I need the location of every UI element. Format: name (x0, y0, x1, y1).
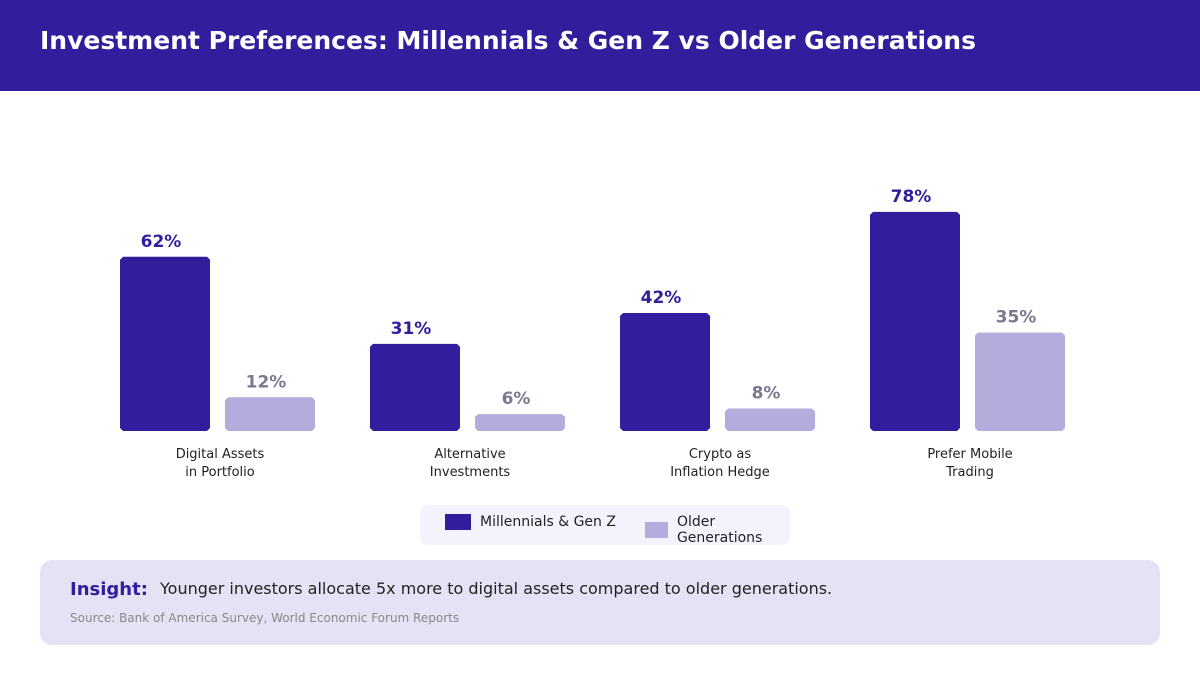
category-label: Alternative (434, 447, 505, 462)
category-label: Crypto as (689, 447, 752, 462)
category-label: Trading (945, 465, 994, 480)
data-label: 35% (996, 308, 1037, 328)
data-label: 42% (641, 288, 682, 308)
category-label: Digital Assets (176, 447, 265, 462)
legend-item-older: Older Generations (645, 514, 790, 546)
category-label: Investments (430, 465, 511, 480)
bar (370, 343, 460, 431)
data-label: 8% (752, 384, 781, 404)
category-label: in Portfolio (185, 465, 255, 480)
legend-swatch (645, 522, 668, 538)
bar (225, 397, 315, 431)
bar (975, 332, 1065, 431)
insight-box: Insight: Younger investors allocate 5x m… (40, 560, 1160, 645)
data-label: 6% (502, 389, 531, 409)
header-bar: Investment Preferences: Millennials & Ge… (0, 0, 1200, 91)
bar (870, 211, 960, 431)
data-label: 78% (891, 187, 932, 207)
page-title: Investment Preferences: Millennials & Ge… (40, 26, 976, 55)
category-label: Prefer Mobile (927, 447, 1012, 462)
bar (475, 414, 565, 431)
legend-item-millennials: Millennials & Gen Z (445, 514, 616, 530)
legend-label: Millennials & Gen Z (480, 514, 616, 530)
insight-text: Younger investors allocate 5x more to di… (160, 579, 833, 598)
category-label: Inflation Hedge (670, 465, 770, 480)
bar (725, 408, 815, 431)
legend-label: Older Generations (676, 514, 763, 546)
source-note: Source: Bank of America Survey, World Ec… (70, 611, 460, 625)
bar-chart: 62% 12% Digital Assets in Portfolio 31% 6% Alt… (120, 187, 1065, 480)
data-label: 31% (391, 319, 432, 339)
bar (120, 256, 210, 431)
bar (620, 312, 710, 431)
data-label: 62% (141, 232, 182, 252)
data-label: 12% (246, 372, 287, 392)
insight-label: Insight: (70, 579, 148, 600)
legend: Millennials & Gen Z Older Generations (420, 505, 790, 546)
legend-swatch (445, 514, 471, 530)
